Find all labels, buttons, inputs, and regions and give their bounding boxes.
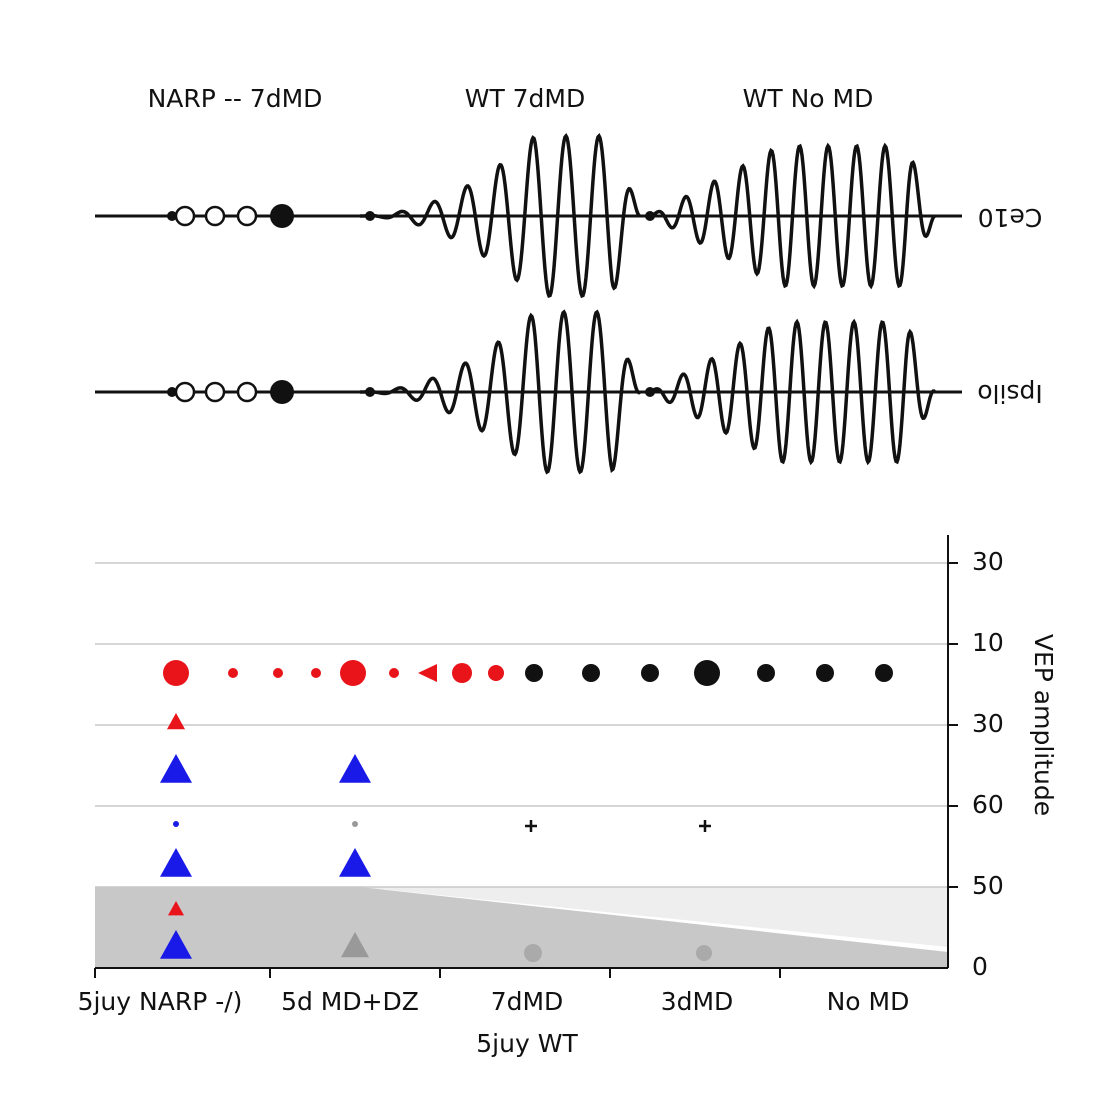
y-tick-label: 60 [972, 790, 1004, 819]
marker [816, 664, 834, 682]
marker [524, 944, 542, 962]
open-dot [174, 381, 196, 403]
marker [173, 821, 179, 827]
marker [641, 664, 659, 682]
filled-dot [270, 204, 294, 228]
open-dot [236, 381, 258, 403]
small-dot [167, 211, 177, 221]
waveforms [95, 133, 962, 475]
row-label: Ipsilo [977, 379, 1042, 408]
y-tick-label: 0 [972, 952, 988, 981]
small-dot [365, 387, 375, 397]
axes [94, 535, 958, 978]
shade [95, 887, 948, 968]
y-tick-label: 30 [972, 709, 1004, 738]
plus-marker [525, 820, 537, 832]
x-tick-label: 3dMD [661, 987, 734, 1016]
marker [525, 664, 543, 682]
waveform [649, 142, 936, 290]
marker [875, 664, 893, 682]
marker [694, 660, 720, 686]
panel-title: WT No MD [743, 84, 874, 113]
open-dot [204, 381, 226, 403]
row-label: Ce10 [978, 203, 1043, 232]
triangle-marker [160, 754, 192, 783]
triangle-marker [160, 930, 192, 959]
open-dot [204, 205, 226, 227]
group-label: 5juy WT [476, 1029, 578, 1058]
x-tick-label: No MD [827, 987, 910, 1016]
marker [488, 665, 504, 681]
panel-title: NARP -- 7dMD [148, 84, 323, 113]
waveform [360, 309, 641, 475]
panel-title: WT 7dMD [465, 84, 586, 113]
triangle-marker [339, 754, 371, 783]
y-axis-label: VEP amplitude [1029, 634, 1058, 816]
marker [452, 663, 472, 683]
marker [582, 664, 600, 682]
waveform [649, 318, 937, 466]
marker [228, 668, 238, 678]
plus-marker [699, 820, 711, 832]
filled-dot [270, 380, 294, 404]
triangle-marker [341, 932, 369, 958]
y-tick-label: 10 [972, 628, 1004, 657]
triangle-marker [339, 848, 371, 877]
marker [389, 668, 399, 678]
y-tick-label: 50 [972, 871, 1004, 900]
small-dot [167, 387, 177, 397]
shade-light [360, 887, 948, 947]
small-dot [645, 211, 655, 221]
grid [95, 562, 948, 888]
marker [163, 660, 189, 686]
marker [273, 668, 283, 678]
triangle-marker [160, 848, 192, 877]
marker [757, 664, 775, 682]
x-tick-label: 5juy NARP -/) [78, 987, 243, 1016]
marker [311, 668, 321, 678]
open-dot [236, 205, 258, 227]
x-tick-label: 5d MD+DZ [281, 987, 419, 1016]
x-tick-label: 7dMD [491, 987, 564, 1016]
small-dot [365, 211, 375, 221]
markers [160, 660, 893, 962]
marker [340, 660, 366, 686]
triangle-marker [418, 664, 437, 682]
open-dot [174, 205, 196, 227]
triangle-marker [167, 713, 185, 730]
marker [696, 945, 712, 961]
triangle-marker [168, 901, 184, 916]
y-tick-label: 30 [972, 547, 1004, 576]
marker [352, 821, 358, 827]
small-dot [645, 387, 655, 397]
waveform [360, 133, 641, 299]
